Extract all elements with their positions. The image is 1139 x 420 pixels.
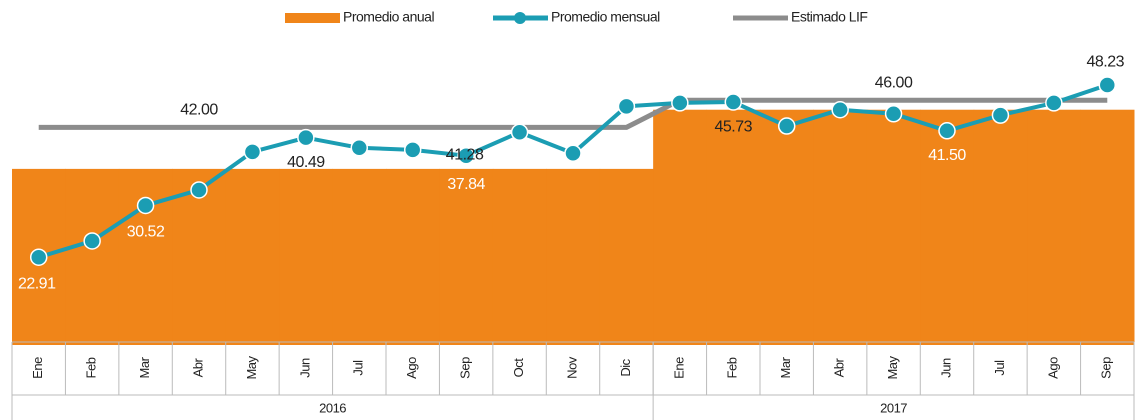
annual-bar (760, 109, 814, 345)
legend-label: Promedio anual (343, 9, 434, 25)
data-point (1098, 76, 1117, 94)
x-tick-label: Ene (30, 357, 45, 379)
data-label: 40.49 (287, 154, 325, 171)
data-label: 46.00 (875, 74, 913, 91)
data-point (938, 122, 956, 140)
x-tick-label: Sep (1099, 357, 1114, 379)
data-label: 42.00 (180, 102, 218, 119)
x-tick-label: Jun (297, 358, 312, 378)
annual-bar (866, 109, 921, 345)
legend-label: Estimado LIF (791, 9, 867, 25)
data-point (724, 93, 743, 111)
x-tick-label: Jul (351, 360, 366, 376)
annual-bar (386, 168, 440, 345)
legend-label: Promedio mensual (551, 9, 660, 25)
annual-bar (439, 168, 494, 345)
data-point (403, 141, 422, 159)
data-point (350, 139, 369, 157)
data-label: 45.73 (715, 118, 753, 135)
data-label: 22.91 (18, 275, 56, 292)
annual-bar (653, 109, 708, 345)
data-point (671, 94, 689, 112)
annual-bar (973, 109, 1028, 345)
annual-bar (920, 109, 975, 345)
data-point (1045, 94, 1063, 112)
data-point (136, 196, 155, 215)
data-point (564, 144, 582, 162)
data-label: 30.52 (127, 224, 165, 241)
x-tick-label: Nov (564, 356, 579, 379)
data-point (457, 146, 475, 165)
data-point (243, 143, 262, 161)
x-tick-label: Abr (832, 357, 847, 377)
annual-bar (599, 168, 654, 345)
data-label: 41.28 (446, 147, 484, 164)
x-tick-label: Dic (618, 358, 633, 376)
data-point (83, 232, 101, 250)
data-point (297, 128, 315, 147)
x-tick-label: Feb (725, 357, 740, 378)
annual-bar (492, 168, 547, 345)
annual-bar (1080, 109, 1135, 345)
x-tick-label: Ene (671, 357, 686, 379)
data-point (617, 97, 636, 116)
legend-marker (514, 12, 526, 24)
x-tick-label: Oct (511, 358, 526, 378)
annual-bar (65, 168, 120, 345)
x-tick-label: Mar (137, 356, 152, 378)
x-tick-label: Feb (84, 357, 99, 378)
data-point (991, 106, 1010, 124)
annual-bar (279, 168, 334, 345)
x-tick-label: May (885, 355, 900, 379)
data-point (29, 248, 48, 266)
x-tick-label: Ago (1045, 357, 1060, 379)
annual-bar (706, 109, 761, 345)
data-point (884, 105, 903, 123)
x-tick-label: Jun (938, 358, 953, 378)
x-tick-label: Jul (992, 360, 1007, 376)
x-tick-label: May (244, 355, 259, 379)
annual-bar (225, 168, 280, 345)
data-point (777, 117, 796, 135)
group-label: 2016 (319, 400, 346, 415)
x-tick-label: Ago (404, 357, 419, 379)
data-point (190, 181, 208, 199)
annual-bar (546, 168, 601, 345)
group-label: 2017 (880, 400, 907, 415)
data-label: 48.23 (1087, 53, 1125, 70)
data-point (831, 100, 849, 119)
data-point (510, 123, 529, 142)
x-tick-label: Abr (190, 357, 205, 377)
annual-bar (1027, 109, 1082, 345)
annual-bar (118, 168, 173, 345)
data-label: 41.50 (928, 147, 966, 164)
annual-bar (813, 109, 868, 345)
x-tick-label: Mar (778, 356, 793, 378)
x-tick-label: Sep (458, 357, 473, 379)
series-line (38, 97, 1108, 130)
data-label: 37.84 (447, 176, 485, 193)
annual-bar (332, 168, 387, 345)
legend-swatch (285, 13, 340, 23)
